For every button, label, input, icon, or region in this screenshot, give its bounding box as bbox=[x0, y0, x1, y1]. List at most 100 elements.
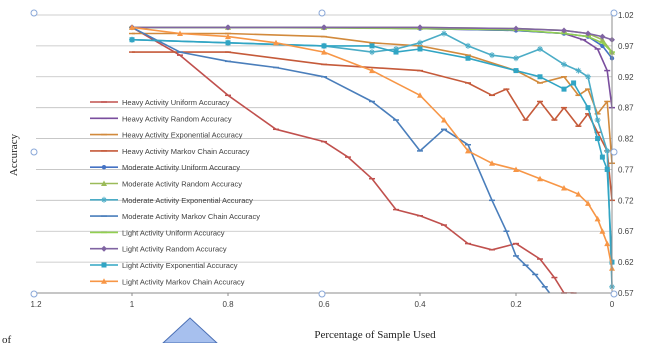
data-point bbox=[489, 160, 495, 166]
data-point bbox=[465, 55, 471, 61]
data-point bbox=[225, 33, 231, 40]
handle-top-right bbox=[610, 9, 618, 17]
data-point bbox=[465, 147, 471, 154]
legend-item: Heavy Activity Markov Chain Accuracy bbox=[90, 147, 250, 156]
data-point bbox=[594, 117, 601, 124]
legend-label: Moderate Activity Random Accuracy bbox=[122, 180, 242, 189]
data-point bbox=[595, 136, 601, 142]
decorative-triangle-shape bbox=[162, 317, 218, 343]
legend-label: Light Activity Uniform Accuracy bbox=[122, 228, 225, 237]
data-point bbox=[537, 45, 543, 52]
data-point bbox=[101, 180, 107, 186]
legend-label: Heavy Activity Markov Chain Accuracy bbox=[122, 147, 250, 156]
data-point bbox=[604, 147, 611, 154]
y-tick-label: 0.97 bbox=[618, 42, 634, 51]
series-12 bbox=[129, 24, 615, 271]
legend-item: Heavy Activity Exponential Accuracy bbox=[90, 131, 243, 140]
legend-item: Light Activity Uniform Accuracy bbox=[90, 228, 225, 237]
data-point bbox=[441, 30, 447, 37]
data-point bbox=[417, 92, 423, 98]
y-tick-label: 0.62 bbox=[618, 258, 634, 267]
handle-bottom-left bbox=[30, 290, 38, 298]
legend-item: Moderate Activity Uniform Accuracy bbox=[90, 163, 240, 172]
data-point bbox=[513, 68, 519, 74]
data-point bbox=[513, 25, 519, 32]
data-point bbox=[561, 184, 567, 191]
handle-top-left bbox=[30, 9, 38, 17]
data-point bbox=[489, 52, 495, 59]
data-point bbox=[585, 73, 591, 80]
handle-middle-right bbox=[610, 148, 618, 156]
y-axis-label: Accuracy bbox=[8, 133, 20, 176]
series-10 bbox=[129, 24, 615, 43]
data-point bbox=[561, 61, 567, 68]
handle-middle-left bbox=[30, 148, 38, 156]
data-point bbox=[369, 43, 375, 49]
data-point bbox=[101, 196, 107, 203]
y-tick-label: 0.87 bbox=[618, 104, 634, 113]
series-8 bbox=[129, 26, 551, 293]
legend-item: Light Activity Random Accuracy bbox=[90, 245, 227, 254]
data-point bbox=[321, 24, 327, 31]
data-point bbox=[599, 33, 606, 40]
selection-handles bbox=[30, 9, 618, 298]
data-point bbox=[321, 49, 327, 55]
data-point bbox=[599, 154, 605, 160]
y-tick-label: 0.67 bbox=[618, 227, 634, 236]
data-point bbox=[561, 27, 567, 34]
data-point bbox=[604, 240, 611, 247]
legend-item: Moderate Activity Exponential Accuracy bbox=[90, 196, 253, 205]
y-tick-label: 0.82 bbox=[618, 135, 634, 144]
data-point bbox=[321, 43, 327, 49]
data-point bbox=[101, 262, 107, 268]
x-tick-label: 1.2 bbox=[30, 300, 42, 309]
legend-item: Moderate Activity Random Accuracy bbox=[90, 180, 242, 189]
data-point bbox=[561, 86, 567, 92]
handle-bottom-right bbox=[610, 290, 618, 298]
data-point bbox=[101, 245, 107, 252]
handle-top-middle bbox=[318, 9, 326, 17]
data-point bbox=[585, 105, 591, 111]
data-point bbox=[417, 39, 423, 46]
data-point bbox=[537, 175, 543, 182]
handle-bottom-middle bbox=[318, 290, 326, 298]
data-point bbox=[417, 46, 423, 52]
data-point bbox=[129, 37, 135, 43]
legend-item: Moderate Activity Markov Chain Accuracy bbox=[90, 212, 260, 221]
legend-label: Heavy Activity Exponential Accuracy bbox=[122, 131, 243, 140]
legend-label: Heavy Activity Uniform Accuracy bbox=[122, 98, 230, 107]
x-tick-label: 0.6 bbox=[318, 300, 330, 309]
series-11 bbox=[129, 37, 615, 265]
series-line bbox=[131, 26, 551, 293]
y-tick-label: 0.72 bbox=[618, 196, 634, 205]
legend-label: Moderate Activity Uniform Accuracy bbox=[122, 163, 240, 172]
data-point bbox=[101, 165, 107, 170]
data-point bbox=[575, 67, 582, 74]
data-point bbox=[417, 24, 423, 31]
x-tick-label: 0.8 bbox=[222, 300, 234, 309]
data-point bbox=[599, 228, 606, 234]
data-point bbox=[369, 49, 375, 56]
legend-label: Light Activity Markov Chain Accuracy bbox=[122, 277, 245, 286]
data-point bbox=[465, 42, 471, 49]
y-tick-label: 0.92 bbox=[618, 73, 634, 82]
data-point bbox=[441, 117, 447, 123]
data-point bbox=[101, 278, 107, 284]
data-point bbox=[369, 67, 375, 74]
x-axis-label: Percentage of Sample Used bbox=[314, 329, 436, 341]
data-point bbox=[129, 24, 135, 30]
data-point bbox=[594, 215, 601, 222]
legend-item: Heavy Activity Random Accuracy bbox=[90, 114, 232, 123]
legend-label: Moderate Activity Markov Chain Accuracy bbox=[122, 212, 260, 221]
data-point bbox=[393, 45, 399, 52]
data-point bbox=[604, 166, 610, 172]
data-point bbox=[585, 200, 591, 206]
legend-layer: Heavy Activity Uniform Accuracy Heavy Act… bbox=[90, 98, 260, 286]
legend-label: Heavy Activity Random Accuracy bbox=[122, 114, 232, 123]
data-point bbox=[537, 74, 543, 80]
stray-text: of bbox=[2, 334, 12, 343]
legend-item: Heavy Activity Uniform Accuracy bbox=[90, 98, 230, 107]
data-point bbox=[225, 24, 231, 31]
